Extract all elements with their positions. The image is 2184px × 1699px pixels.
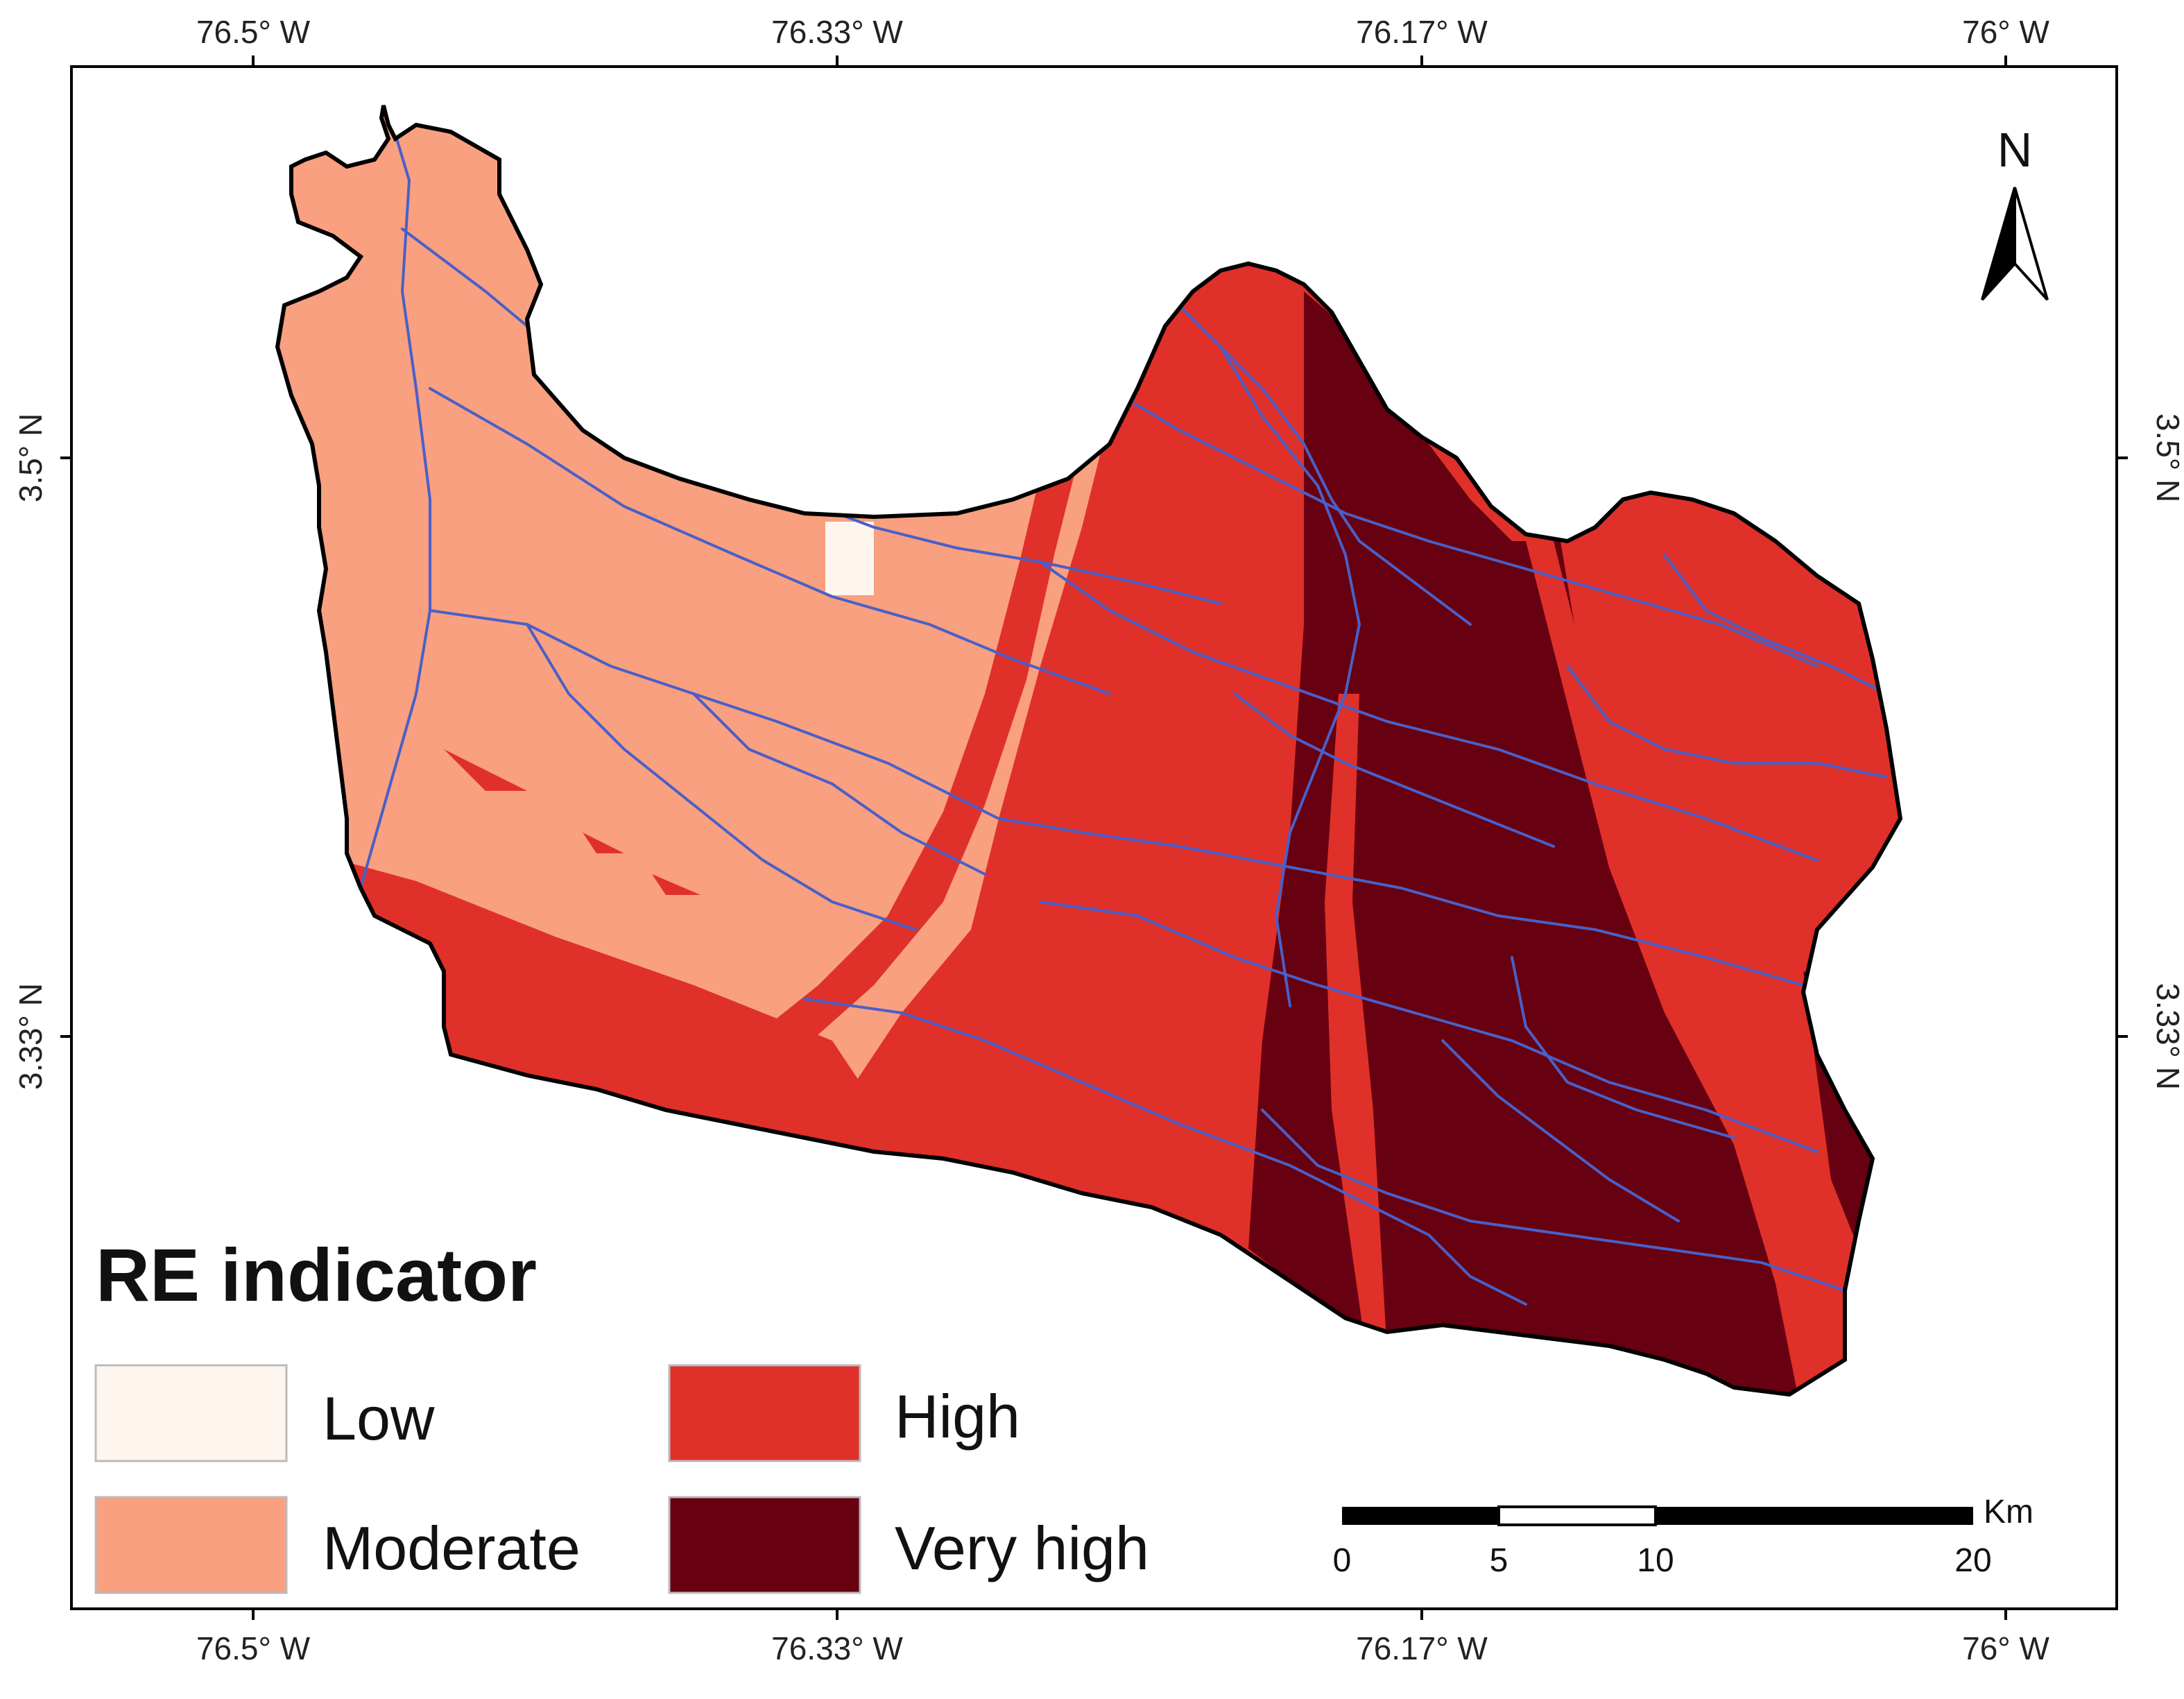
scale-tick-label: 20 <box>1954 1542 1991 1579</box>
top-lon-label: 76° W <box>1962 14 2049 50</box>
right-lat-label: 3.5° N <box>2150 413 2184 502</box>
graticule-ticks <box>60 56 2128 1620</box>
legend-label-very-high: Very high <box>895 1514 1149 1582</box>
left-lat-label: 3.5° N <box>12 413 49 502</box>
legend-swatch-high <box>668 1364 861 1462</box>
bottom-lon-label: 76.17° W <box>1356 1630 1488 1666</box>
legend-label-high: High <box>895 1382 1020 1451</box>
north-arrow: N <box>1981 123 2049 301</box>
class-high-zone <box>1526 541 1678 1013</box>
top-lon-label: 76.17° W <box>1356 14 1488 50</box>
scale-tick-label: 0 <box>1333 1542 1352 1579</box>
class-very-high-zone <box>1248 291 1803 1394</box>
graticule-labels: 76.5° W 76.33° W 76.17° W 76° W 76.5° W … <box>12 14 2184 1666</box>
legend-swatch-low <box>94 1364 288 1462</box>
legend-label-low: Low <box>323 1384 435 1453</box>
bottom-lon-label: 76.33° W <box>771 1630 903 1666</box>
legend-swatch-very-high <box>668 1496 861 1594</box>
scale-tick-label: 5 <box>1490 1542 1508 1579</box>
legend-label-moderate: Moderate <box>323 1514 581 1582</box>
top-lon-label: 76.5° W <box>196 14 311 50</box>
legend-swatch-moderate <box>94 1496 288 1594</box>
basin-boundary <box>275 105 1903 1397</box>
class-low-zone <box>825 522 874 595</box>
north-label: N <box>1997 123 2033 177</box>
top-lon-label: 76.33° W <box>771 14 903 50</box>
bottom-lon-label: 76.5° W <box>196 1630 311 1666</box>
legend: RE indicator Low Moderate High Very high <box>94 1233 1149 1594</box>
bottom-lon-label: 76° W <box>1962 1630 2049 1666</box>
scale-tick-label: 10 <box>1637 1542 1674 1579</box>
class-high-zone <box>444 749 527 791</box>
left-lat-label: 3.33° N <box>12 983 49 1090</box>
scale-unit: Km <box>1984 1494 2033 1530</box>
scale-bar: Km 0 5 10 20 <box>1333 1494 2033 1579</box>
class-high-zone <box>583 833 624 853</box>
right-lat-label: 3.33° N <box>2150 983 2184 1090</box>
class-high-zone <box>652 874 700 895</box>
legend-title: RE indicator <box>96 1233 537 1317</box>
